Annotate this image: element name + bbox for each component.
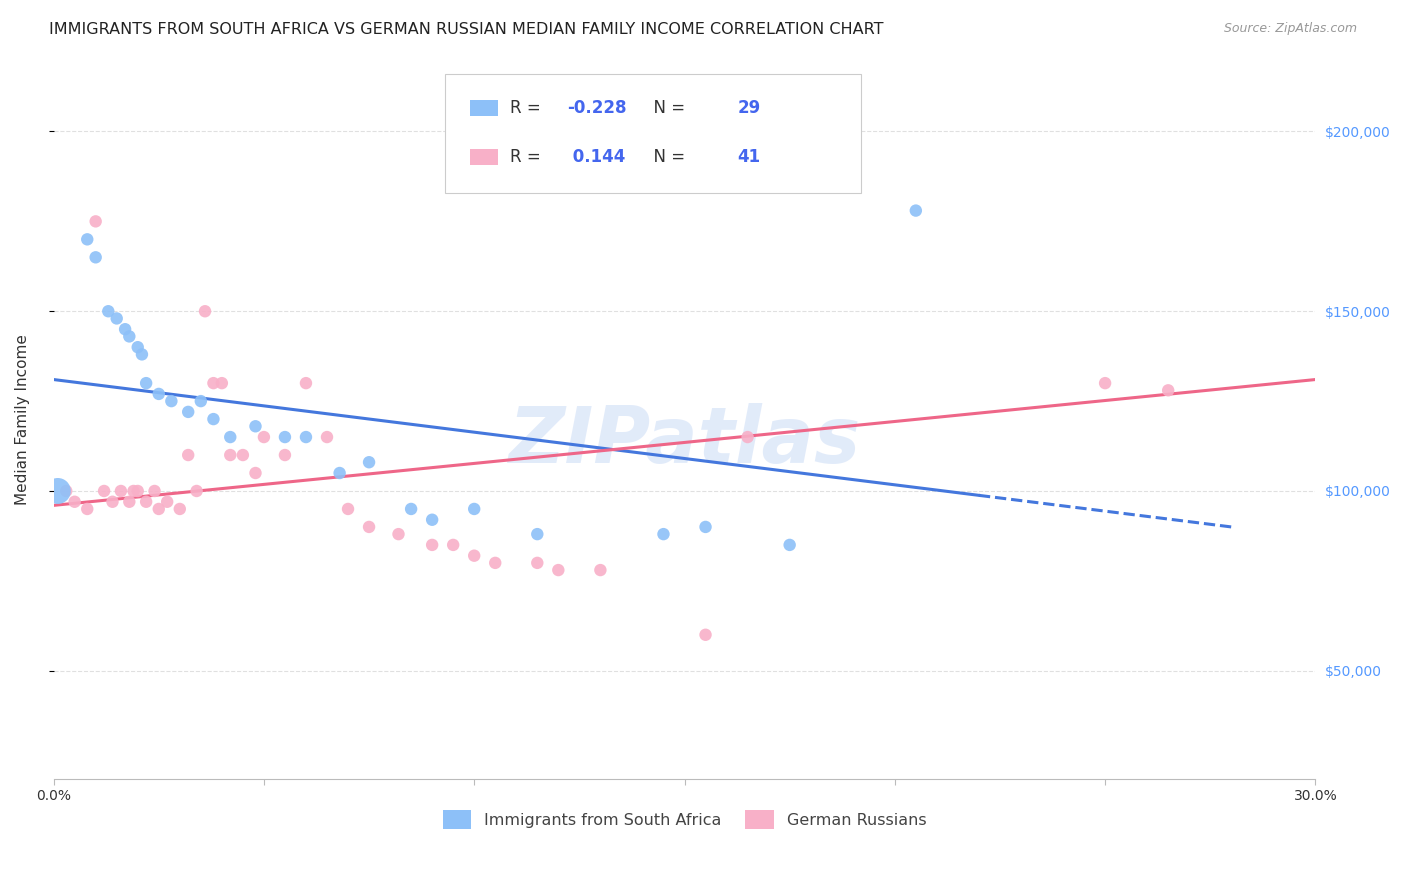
- Point: [253, 430, 276, 444]
- FancyBboxPatch shape: [444, 74, 860, 193]
- Point: [420, 513, 443, 527]
- Point: [387, 527, 409, 541]
- Point: [118, 329, 141, 343]
- Point: [97, 304, 120, 318]
- Point: [202, 412, 225, 426]
- Point: [316, 430, 339, 444]
- Point: [156, 495, 179, 509]
- Point: [357, 520, 380, 534]
- Point: [118, 495, 141, 509]
- Text: 29: 29: [738, 99, 761, 117]
- Point: [190, 394, 212, 409]
- Point: [202, 376, 225, 391]
- Text: N =: N =: [643, 99, 690, 117]
- Text: 41: 41: [738, 148, 761, 166]
- Point: [63, 495, 86, 509]
- Point: [274, 430, 297, 444]
- Text: 0.144: 0.144: [567, 148, 626, 166]
- Point: [695, 520, 717, 534]
- Point: [131, 347, 153, 361]
- Point: [135, 495, 157, 509]
- Point: [547, 563, 569, 577]
- Point: [122, 483, 145, 498]
- Text: IMMIGRANTS FROM SOUTH AFRICA VS GERMAN RUSSIAN MEDIAN FAMILY INCOME CORRELATION : IMMIGRANTS FROM SOUTH AFRICA VS GERMAN R…: [49, 22, 884, 37]
- Text: -0.228: -0.228: [567, 99, 627, 117]
- Point: [160, 394, 183, 409]
- FancyBboxPatch shape: [470, 100, 498, 116]
- Point: [526, 527, 548, 541]
- Point: [219, 448, 242, 462]
- Point: [211, 376, 233, 391]
- Point: [441, 538, 464, 552]
- Point: [135, 376, 157, 391]
- Point: [652, 527, 675, 541]
- Point: [1094, 376, 1116, 391]
- Text: N =: N =: [643, 148, 690, 166]
- Point: [219, 430, 242, 444]
- Point: [194, 304, 217, 318]
- Text: Source: ZipAtlas.com: Source: ZipAtlas.com: [1223, 22, 1357, 36]
- Point: [76, 502, 98, 516]
- Point: [420, 538, 443, 552]
- Point: [695, 628, 717, 642]
- Point: [526, 556, 548, 570]
- Point: [84, 214, 107, 228]
- Point: [1157, 384, 1180, 398]
- Point: [46, 483, 69, 498]
- Point: [245, 419, 267, 434]
- Point: [93, 483, 115, 498]
- Point: [484, 556, 506, 570]
- Point: [779, 538, 801, 552]
- Point: [127, 340, 149, 354]
- Point: [245, 466, 267, 480]
- Point: [337, 502, 360, 516]
- Point: [186, 483, 208, 498]
- Point: [114, 322, 136, 336]
- Point: [399, 502, 422, 516]
- Point: [177, 405, 200, 419]
- Point: [295, 430, 318, 444]
- Text: ZIPatlas: ZIPatlas: [509, 402, 860, 479]
- Point: [295, 376, 318, 391]
- Point: [110, 483, 132, 498]
- Point: [274, 448, 297, 462]
- Point: [589, 563, 612, 577]
- Point: [329, 466, 352, 480]
- Text: R =: R =: [510, 148, 547, 166]
- Point: [101, 495, 124, 509]
- Legend: Immigrants from South Africa, German Russians: Immigrants from South Africa, German Rus…: [436, 804, 934, 835]
- Point: [105, 311, 128, 326]
- Point: [55, 483, 77, 498]
- Point: [148, 502, 170, 516]
- Point: [127, 483, 149, 498]
- Point: [463, 502, 485, 516]
- Y-axis label: Median Family Income: Median Family Income: [15, 334, 30, 505]
- FancyBboxPatch shape: [470, 149, 498, 164]
- Point: [76, 232, 98, 246]
- Point: [232, 448, 254, 462]
- Point: [143, 483, 166, 498]
- Point: [177, 448, 200, 462]
- Point: [737, 430, 759, 444]
- Text: R =: R =: [510, 99, 547, 117]
- Point: [463, 549, 485, 563]
- Point: [148, 387, 170, 401]
- Point: [357, 455, 380, 469]
- Point: [904, 203, 927, 218]
- Point: [84, 250, 107, 264]
- Point: [169, 502, 191, 516]
